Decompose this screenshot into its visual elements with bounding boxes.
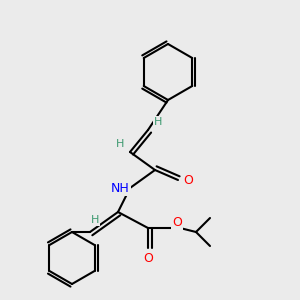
Text: H: H	[154, 117, 162, 127]
Text: H: H	[116, 139, 124, 149]
Text: O: O	[143, 251, 153, 265]
Text: H: H	[91, 215, 99, 225]
Text: O: O	[172, 217, 182, 230]
Text: O: O	[183, 173, 193, 187]
Text: NH: NH	[111, 182, 129, 194]
